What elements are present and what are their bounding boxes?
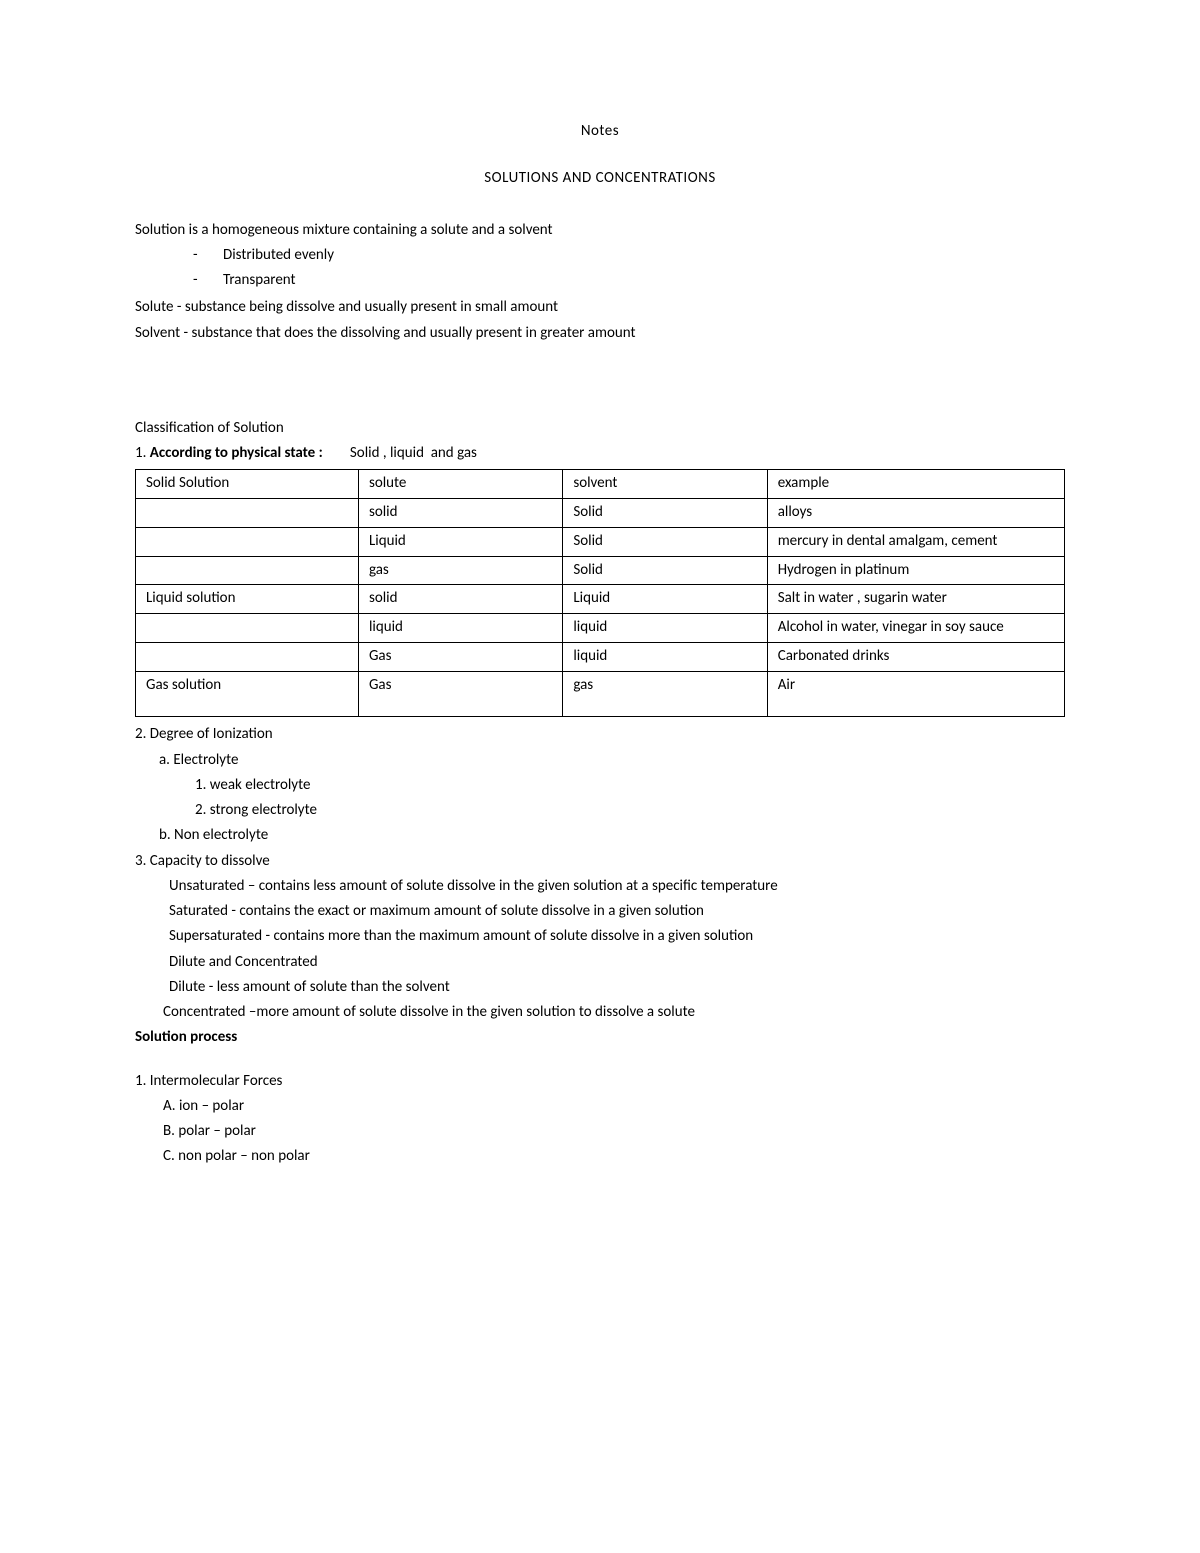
- dash-icon: -: [193, 269, 223, 292]
- solute-definition: Solute - substance being dissolve and us…: [135, 296, 1065, 319]
- solvent-definition: Solvent - substance that does the dissol…: [135, 322, 1065, 345]
- table-cell: example: [767, 470, 1064, 499]
- table-cell: [136, 614, 359, 643]
- capacity-concentrated: Concentrated –more amount of solute diss…: [135, 1001, 1065, 1024]
- num-prefix: 1.: [135, 444, 150, 462]
- table-cell: mercury in dental amalgam, cement: [767, 527, 1064, 556]
- table-cell: solid: [358, 499, 562, 528]
- solution-table: Solid Solution solute solvent example so…: [135, 469, 1065, 717]
- notes-label: Notes: [135, 120, 1065, 143]
- definition-bullets: -Distributed evenly -Transparent: [193, 244, 1065, 293]
- table-row: Liquid Solid mercury in dental amalgam, …: [136, 527, 1065, 556]
- ionization-b: b. Non electrolyte: [135, 824, 1065, 847]
- ionization-heading: 2. Degree of Ionization: [135, 723, 1065, 746]
- table-cell: gas: [358, 556, 562, 585]
- table-cell: [136, 642, 359, 671]
- table-cell: Carbonated drinks: [767, 642, 1064, 671]
- table-cell: [136, 556, 359, 585]
- table-cell: alloys: [767, 499, 1064, 528]
- capacity-dilute: Dilute - less amount of solute than the …: [135, 976, 1065, 999]
- solution-process-heading: Solution process: [135, 1026, 1065, 1049]
- process-a: A. ion – polar: [135, 1095, 1065, 1118]
- classification-heading: Classification of Solution: [135, 417, 1065, 440]
- table-cell: Gas solution: [136, 671, 359, 717]
- table-cell: [136, 527, 359, 556]
- bold-label: According to physical state :: [150, 444, 323, 462]
- page-title: SOLUTIONS AND CONCENTRATIONS: [135, 167, 1065, 190]
- ionization-a: a. Electrolyte: [135, 749, 1065, 772]
- table-cell: Solid Solution: [136, 470, 359, 499]
- table-cell: Salt in water , sugarin water: [767, 585, 1064, 614]
- table-cell: [136, 499, 359, 528]
- table-row: gas Solid Hydrogen in platinum: [136, 556, 1065, 585]
- table-cell: Hydrogen in platinum: [767, 556, 1064, 585]
- process-b: B. polar – polar: [135, 1120, 1065, 1143]
- table-cell: solid: [358, 585, 562, 614]
- table-cell: solute: [358, 470, 562, 499]
- table-cell: solvent: [563, 470, 767, 499]
- table-row: Gas liquid Carbonated drinks: [136, 642, 1065, 671]
- table-cell: Gas: [358, 642, 562, 671]
- ionization-a2: 2. strong electrolyte: [135, 799, 1065, 822]
- table-cell: liquid: [563, 642, 767, 671]
- process-c: C. non polar – non polar: [135, 1145, 1065, 1168]
- table-cell: Liquid: [563, 585, 767, 614]
- table-cell: Solid: [563, 527, 767, 556]
- capacity-supersat: Supersaturated - contains more than the …: [135, 925, 1065, 948]
- classification-physical-state: 1. According to physical state : Solid ,…: [135, 442, 1065, 465]
- table-row: liquid liquid Alcohol in water, vinegar …: [136, 614, 1065, 643]
- table-cell: Alcohol in water, vinegar in soy sauce: [767, 614, 1064, 643]
- table-cell: Gas: [358, 671, 562, 717]
- table-cell: gas: [563, 671, 767, 717]
- table-row: Solid Solution solute solvent example: [136, 470, 1065, 499]
- table-cell: Liquid: [358, 527, 562, 556]
- table-cell: Solid: [563, 556, 767, 585]
- capacity-unsat: Unsaturated – contains less amount of so…: [135, 875, 1065, 898]
- solution-definition: Solution is a homogeneous mixture contai…: [135, 219, 1065, 242]
- rest-text: Solid , liquid and gas: [323, 444, 477, 462]
- table-cell: liquid: [358, 614, 562, 643]
- table-cell: Air: [767, 671, 1064, 717]
- table-row: Gas solution Gas gas Air: [136, 671, 1065, 717]
- table-cell: liquid: [563, 614, 767, 643]
- table-row: solid Solid alloys: [136, 499, 1065, 528]
- table-cell: Solid: [563, 499, 767, 528]
- process-num1: 1. Intermolecular Forces: [135, 1070, 1065, 1093]
- bullet-text: Transparent: [223, 269, 296, 292]
- ionization-a1: 1. weak electrolyte: [135, 774, 1065, 797]
- bullet-text: Distributed evenly: [223, 244, 334, 267]
- table-cell: Liquid solution: [136, 585, 359, 614]
- capacity-heading: 3. Capacity to dissolve: [135, 850, 1065, 873]
- capacity-dilconc: Dilute and Concentrated: [135, 951, 1065, 974]
- table-row: Liquid solution solid Liquid Salt in wat…: [136, 585, 1065, 614]
- capacity-sat: Saturated - contains the exact or maximu…: [135, 900, 1065, 923]
- dash-icon: -: [193, 244, 223, 267]
